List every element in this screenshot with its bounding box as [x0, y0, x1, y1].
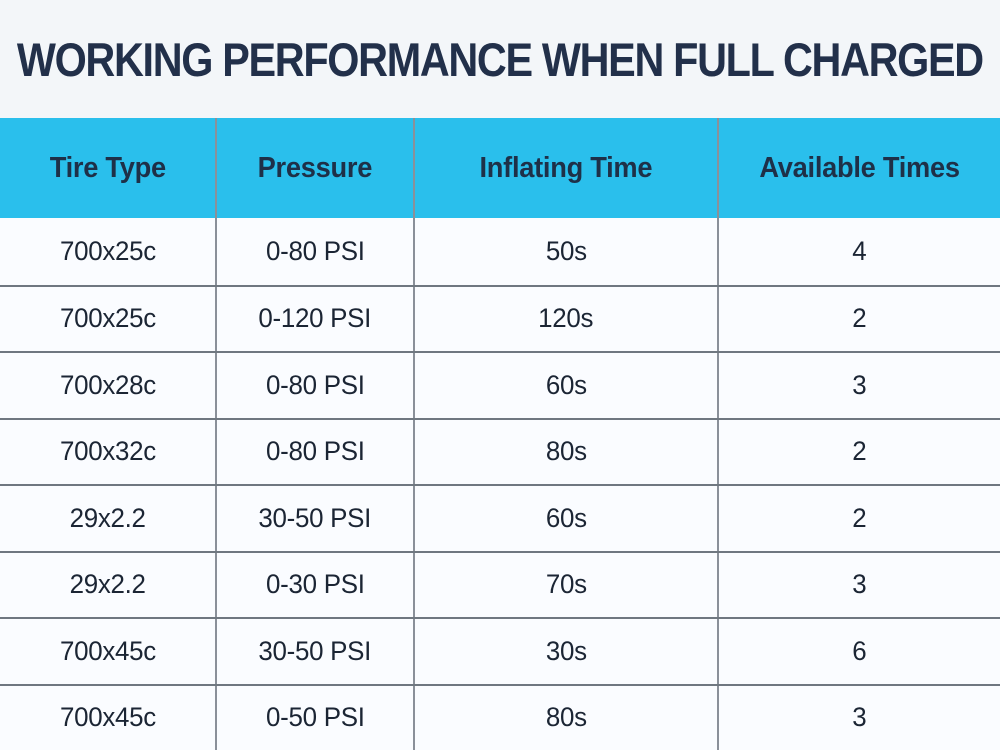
- cell-value: 60s: [545, 502, 587, 533]
- cell-value: 3: [852, 702, 867, 733]
- table-cell: 2: [719, 420, 1000, 485]
- cell-value: 50s: [545, 235, 587, 266]
- table-row: 700x25c 0-80 PSI 50s 4: [0, 218, 1000, 285]
- cell-value: 30-50 PSI: [258, 502, 372, 533]
- table-cell: 30s: [415, 619, 719, 684]
- header-label: Available Times: [759, 151, 960, 184]
- cell-value: 2: [852, 502, 867, 533]
- table-cell: 3: [719, 686, 1000, 750]
- cell-value: 80s: [545, 702, 587, 733]
- table-cell: 700x25c: [0, 286, 217, 351]
- cell-value: 0-80 PSI: [265, 436, 365, 467]
- table-cell: 3: [719, 553, 1000, 618]
- cell-value: 80s: [545, 436, 587, 467]
- table-cell: 0-120 PSI: [217, 286, 415, 351]
- page-title: WORKING PERFORMANCE WHEN FULL CHARGED: [17, 32, 984, 86]
- table-cell: 70s: [415, 552, 719, 617]
- header-label: Inflating Time: [479, 151, 653, 184]
- cell-value: 6: [852, 635, 867, 666]
- table-cell: 60s: [415, 353, 719, 418]
- table-row: 700x45c 30-50 PSI 30s 6: [0, 617, 1000, 684]
- cell-value: 700x45c: [59, 702, 156, 733]
- cell-value: 0-30 PSI: [265, 569, 365, 600]
- cell-value: 29x2.2: [69, 502, 146, 533]
- table-body: 700x25c 0-80 PSI 50s 4 700x25c 0-120 PSI 120s 2…: [0, 218, 1000, 750]
- cell-value: 700x45c: [59, 635, 156, 666]
- cell-value: 60s: [545, 369, 587, 400]
- cell-value: 0-120 PSI: [258, 303, 372, 334]
- table-cell: 0-80 PSI: [217, 218, 415, 285]
- cell-value: 700x25c: [59, 235, 156, 266]
- table-cell: 700x28c: [0, 353, 217, 418]
- table-cell: 50s: [415, 218, 719, 285]
- table-cell: 700x45c: [0, 685, 217, 750]
- table-cell: 2: [719, 486, 1000, 551]
- cell-value: 4: [852, 235, 867, 266]
- header-label: Pressure: [257, 151, 373, 184]
- table-row: 700x32c 0-80 PSI 80s 2: [0, 417, 1000, 485]
- cell-value: 30s: [545, 635, 587, 666]
- cell-value: 0-50 PSI: [265, 702, 365, 733]
- table-cell: 29x2.2: [0, 486, 217, 551]
- table-cell: 0-80 PSI: [217, 419, 415, 484]
- table-cell: 0-30 PSI: [217, 552, 415, 617]
- cell-value: 30-50 PSI: [258, 635, 372, 666]
- table-cell: 6: [719, 619, 1000, 684]
- table-row: 700x25c 0-120 PSI 120s 2: [0, 284, 1000, 352]
- cell-value: 700x32c: [59, 436, 156, 467]
- header-cell-pressure: Pressure: [217, 118, 415, 218]
- table-row: 700x28c 0-80 PSI 60s 3: [0, 351, 1000, 418]
- cell-value: 0-80 PSI: [265, 235, 365, 266]
- table-cell: 29x2.2: [0, 552, 217, 617]
- table-cell: 700x45c: [0, 619, 217, 684]
- table-cell: 0-50 PSI: [217, 685, 415, 750]
- cell-value: 0-80 PSI: [265, 369, 365, 400]
- cell-value: 700x28c: [59, 369, 156, 400]
- table-cell: 30-50 PSI: [217, 619, 415, 684]
- cell-value: 3: [852, 569, 867, 600]
- table-cell: 60s: [415, 486, 719, 551]
- table-cell: 80s: [415, 685, 719, 750]
- title-bar: WORKING PERFORMANCE WHEN FULL CHARGED: [0, 0, 1000, 118]
- cell-value: 700x25c: [59, 303, 156, 334]
- table-row: 700x45c 0-50 PSI 80s 3: [0, 683, 1000, 750]
- table-cell: 700x25c: [0, 218, 217, 285]
- header-label: Tire Type: [49, 151, 166, 184]
- cell-value: 70s: [545, 569, 587, 600]
- table-cell: 30-50 PSI: [217, 486, 415, 551]
- table-cell: 80s: [415, 419, 719, 484]
- table-row: 29x2.2 30-50 PSI 60s 2: [0, 484, 1000, 551]
- cell-value: 120s: [538, 303, 594, 334]
- table-cell: 4: [719, 218, 1000, 285]
- table-header-row: Tire Type Pressure Inflating Time Availa…: [0, 118, 1000, 218]
- table-cell: 3: [719, 353, 1000, 418]
- table-row: 29x2.2 0-30 PSI 70s 3: [0, 550, 1000, 618]
- header-cell-inflating-time: Inflating Time: [415, 118, 719, 218]
- cell-value: 2: [852, 436, 867, 467]
- cell-value: 3: [852, 369, 867, 400]
- cell-value: 2: [852, 303, 867, 334]
- table-cell: 120s: [415, 286, 719, 351]
- header-cell-tire-type: Tire Type: [0, 118, 217, 218]
- table-cell: 2: [719, 287, 1000, 352]
- header-cell-available-times: Available Times: [719, 118, 1000, 218]
- cell-value: 29x2.2: [69, 569, 146, 600]
- table-cell: 700x32c: [0, 419, 217, 484]
- table-cell: 0-80 PSI: [217, 353, 415, 418]
